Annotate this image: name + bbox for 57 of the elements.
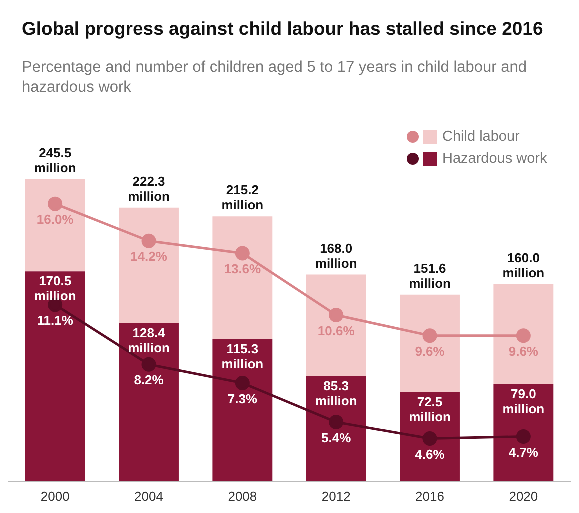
bar [212,216,273,340]
bar [306,376,366,482]
chart-title: Global progress against child labour has stalled since 2016 [22,18,544,40]
bar [25,179,86,272]
data-label: 13.6% [224,262,262,277]
data-label: 79.0 million [502,386,545,416]
point [516,328,531,344]
data-label: 16.0% [36,212,74,228]
data-label: 9.6% [508,344,539,359]
chart-subtitle: Percentage and number of children aged 5 to 17 years in child labour and hazardous work [22,58,528,98]
bar [400,294,460,392]
x-tick-label: 2008 [228,488,258,504]
data-label: 14.2% [130,249,168,264]
total-label: 222.3 million [128,174,170,204]
bar [119,208,179,324]
point [422,432,438,446]
bar [494,284,554,384]
total-label: 160.0 million [502,250,545,281]
data-label: 170.5 million [34,274,76,304]
data-label: 8.2% [134,372,164,388]
total-label: 215.2 million [222,182,264,213]
legend-label: Hazardous work [442,151,548,167]
x-tick-label: 2020 [509,488,538,504]
point [329,415,344,430]
point [235,376,250,390]
data-label: 115.3 million [222,342,264,372]
point [329,308,344,322]
x-tick-label: 2000 [40,488,70,504]
total-label: 151.6 million [409,260,451,291]
data-label: 11.1% [37,313,74,328]
bar [400,392,460,482]
x-tick-label: 2012 [322,488,351,504]
bar [25,272,86,482]
bar [212,340,273,482]
data-label: 4.6% [415,446,446,462]
bar [306,274,366,376]
data-label: 128.4 million [128,326,170,356]
bar [119,323,179,482]
x-tick-label: 2004 [134,488,164,504]
point [142,357,156,372]
data-label: 72.5 million [409,394,451,424]
data-label: 85.3 million [315,378,358,409]
data-label: 5.4% [322,430,352,446]
point [422,328,438,344]
data-label: 10.6% [318,323,356,338]
data-label: 4.7% [508,444,539,460]
total-label: 168.0 million [315,240,358,271]
point [235,246,250,261]
bar [494,384,554,482]
data-label: 7.3% [228,391,258,406]
point [48,196,63,212]
point [142,234,156,248]
x-tick-label: 2016 [416,488,444,504]
data-label: 9.6% [415,344,446,359]
legend-label: Child labour [442,129,520,145]
total-label: 245.5 million [34,145,76,176]
point [516,429,531,444]
